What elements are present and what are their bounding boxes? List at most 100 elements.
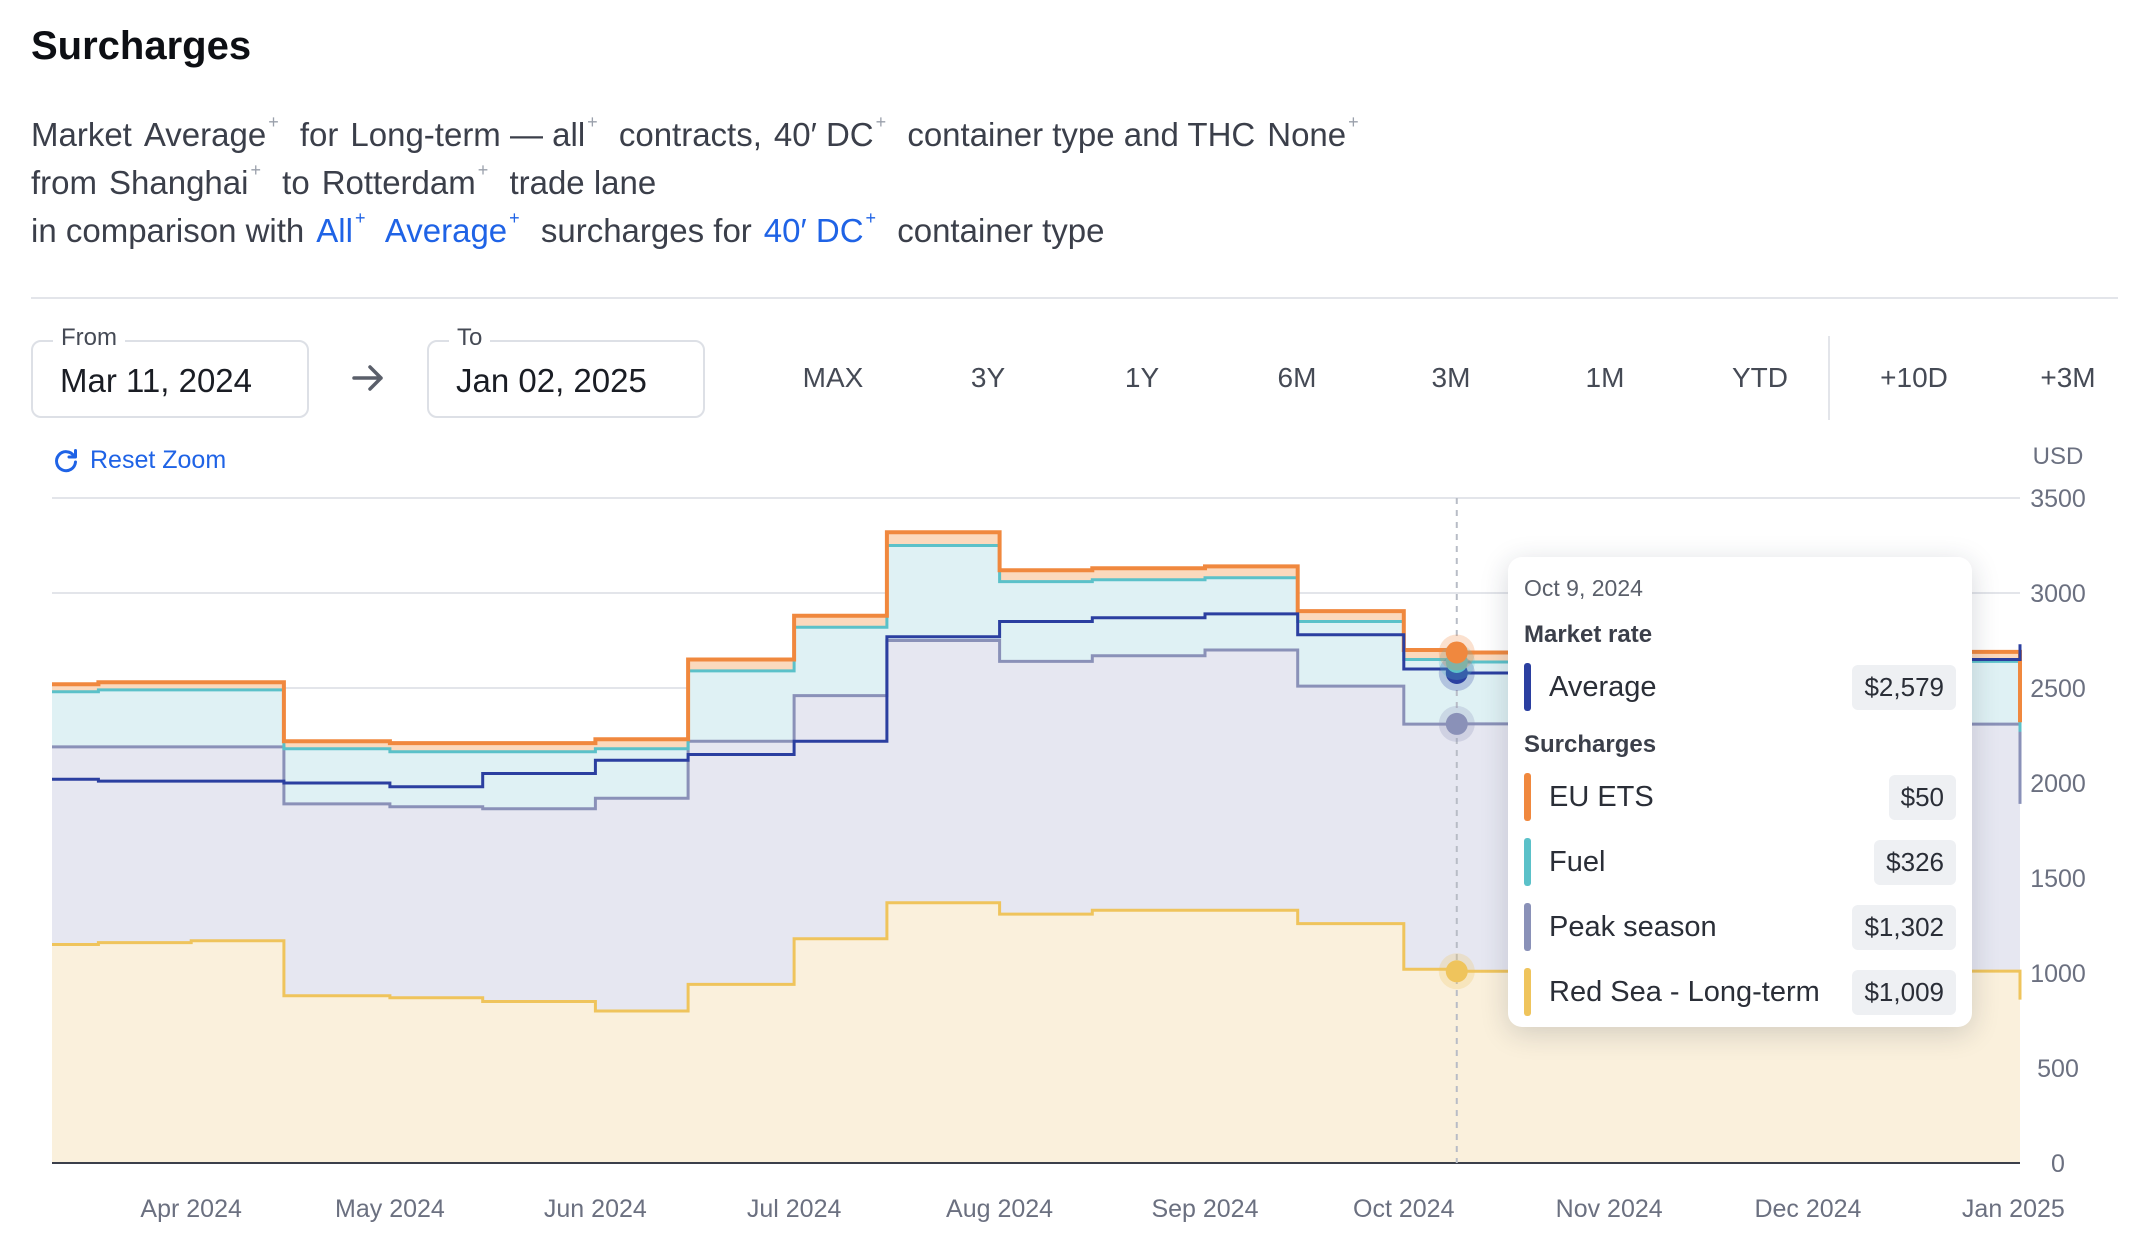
desc-option-label: Average xyxy=(143,116,267,153)
desc-option-label: All xyxy=(316,212,353,249)
desc-text: surcharges for xyxy=(540,212,752,249)
tooltip-row-average: Average $2,579 xyxy=(1524,663,1956,711)
desc-text: contracts, xyxy=(618,116,762,153)
x-tick-label: Nov 2024 xyxy=(1556,1195,1663,1223)
tooltip-row-value: $326 xyxy=(1874,839,1956,885)
tooltip-heading-surcharges: Surcharges xyxy=(1524,731,1657,758)
desc-text: to xyxy=(282,164,310,201)
desc-option-surcharges-all[interactable]: All + xyxy=(316,209,365,249)
page-title: Surcharges xyxy=(31,24,252,68)
tooltip-row-name: EU ETS xyxy=(1549,780,1654,813)
tooltip-row-value: $2,579 xyxy=(1852,664,1956,710)
range-button-plus-10d[interactable]: +10D xyxy=(1880,362,1948,393)
desc-option-contract[interactable]: Long-term — all + xyxy=(350,113,597,153)
desc-option-container[interactable]: 40′ DC + xyxy=(773,113,886,153)
area-eu-ets xyxy=(52,532,2020,752)
legend-swatch-eu-ets xyxy=(1524,773,1531,821)
legend-swatch-red-sea xyxy=(1524,968,1531,1016)
x-tick-label: Oct 2024 xyxy=(1353,1195,1455,1223)
desc-text: in comparison with xyxy=(31,212,305,249)
reset-zoom-label: Reset Zoom xyxy=(90,446,227,474)
desc-option-destination[interactable]: Rotterdam + xyxy=(321,161,489,201)
x-tick-label: Sep 2024 xyxy=(1151,1195,1258,1223)
plus-icon: + xyxy=(587,112,598,132)
desc-option-label: Rotterdam xyxy=(321,164,476,201)
axes: 0 500 1000 1500 2000 2500 3000 3500 USD Apr 2024 M… xyxy=(52,443,2086,1223)
y-tick-label: 2000 xyxy=(2030,770,2086,798)
from-date-field[interactable]: From Mar 11, 2024 xyxy=(31,324,309,418)
marker-red-sea-long-term xyxy=(1445,960,1468,983)
range-separator xyxy=(1828,336,1830,420)
y-tick-label: 1000 xyxy=(2030,960,2086,988)
description-line-3: in comparison with All + Average + surcharg… xyxy=(31,209,1117,250)
desc-option-label: Average xyxy=(384,212,508,249)
desc-text: container type and THC xyxy=(907,116,1256,153)
legend-swatch-average xyxy=(1524,663,1531,711)
plus-icon: + xyxy=(354,208,366,228)
tooltip-row-red-sea: Red Sea - Long-term $1,009 xyxy=(1524,968,1956,1016)
x-tick-label: Dec 2024 xyxy=(1754,1195,1861,1223)
line-average xyxy=(52,612,2022,789)
range-button-3y[interactable]: 3Y xyxy=(970,362,1006,393)
y-tick-label: 0 xyxy=(2051,1150,2065,1178)
reset-zoom-button[interactable]: Reset Zoom xyxy=(52,446,226,475)
tooltip-row-name: Fuel xyxy=(1549,845,1606,878)
x-tick-label: Jul 2024 xyxy=(747,1195,842,1223)
desc-text: from xyxy=(31,164,97,201)
plus-icon: + xyxy=(268,112,279,132)
y-axis-unit-label: USD xyxy=(2033,443,2084,470)
description-line-2: from Shanghai + to Rotterdam + trade lane xyxy=(31,161,668,202)
line-peak-season xyxy=(52,639,2022,811)
y-tick-label: 2500 xyxy=(2030,675,2086,703)
desc-option-label: Shanghai xyxy=(109,164,249,201)
description-line-1: Market Average + for Long-term — all + contr… xyxy=(31,113,1371,154)
desc-text: container type xyxy=(897,212,1105,249)
desc-text: trade lane xyxy=(509,164,657,201)
legend-swatch-peak-season xyxy=(1524,903,1531,951)
desc-option-surcharges-container[interactable]: 40′ DC + xyxy=(764,209,876,249)
tooltip-row-name: Average xyxy=(1549,670,1657,703)
desc-option-thc[interactable]: None + xyxy=(1267,113,1358,153)
desc-option-label: 40′ DC xyxy=(773,116,874,153)
tooltip-heading-market-rate: Market rate xyxy=(1524,621,1653,648)
desc-option-label: None xyxy=(1267,116,1347,153)
desc-text: Market xyxy=(31,116,132,153)
plus-icon: + xyxy=(509,208,520,228)
y-tick-label: 3000 xyxy=(2030,580,2086,608)
desc-text: for xyxy=(299,116,339,153)
desc-option-origin[interactable]: Shanghai + xyxy=(109,161,261,201)
area-red-sea-long-term xyxy=(52,902,2020,1163)
x-tick-label: Jun 2024 xyxy=(544,1195,647,1223)
tooltip-date: Oct 9, 2024 xyxy=(1524,575,1643,601)
legend-swatch-fuel xyxy=(1524,838,1531,886)
divider xyxy=(31,297,2118,299)
tooltip-row-name: Red Sea - Long-term xyxy=(1549,975,1820,1008)
range-button-6m[interactable]: 6M xyxy=(1277,362,1317,393)
tooltip-row-eu-ets: EU ETS $50 xyxy=(1524,773,1956,821)
range-button-3m[interactable]: 3M xyxy=(1431,362,1471,393)
tooltip-row-value: $1,302 xyxy=(1852,904,1956,950)
desc-option-surcharges-average[interactable]: Average + xyxy=(384,209,520,249)
tooltip-row-value: $1,009 xyxy=(1852,969,1956,1015)
to-date-field[interactable]: To Jan 02, 2025 xyxy=(427,324,705,418)
range-button-max[interactable]: MAX xyxy=(802,362,864,393)
tooltip-row-fuel: Fuel $326 xyxy=(1524,838,1956,886)
desc-option-label: Long-term — all xyxy=(350,116,586,153)
plus-icon: + xyxy=(1348,112,1359,132)
range-button-ytd[interactable]: YTD xyxy=(1732,362,1788,393)
tooltip-row-value: $50 xyxy=(1888,774,1956,820)
range-button-1m[interactable]: 1M xyxy=(1585,362,1625,393)
y-tick-label: 3500 xyxy=(2030,485,2086,513)
from-date-value: Mar 11, 2024 xyxy=(60,362,253,399)
range-button-plus-3m[interactable]: +3M xyxy=(2040,362,2096,393)
x-tick-label: Apr 2024 xyxy=(140,1195,242,1223)
range-button-1y[interactable]: 1Y xyxy=(1124,362,1160,393)
to-date-label: To xyxy=(449,324,491,352)
to-date-value: Jan 02, 2025 xyxy=(456,362,647,399)
plus-icon: + xyxy=(875,112,887,132)
refresh-icon xyxy=(55,448,77,472)
tooltip-row-name: Peak season xyxy=(1549,910,1717,943)
desc-option-average[interactable]: Average + xyxy=(143,113,279,153)
x-tick-label: Aug 2024 xyxy=(946,1195,1053,1223)
plus-icon: + xyxy=(250,160,261,180)
